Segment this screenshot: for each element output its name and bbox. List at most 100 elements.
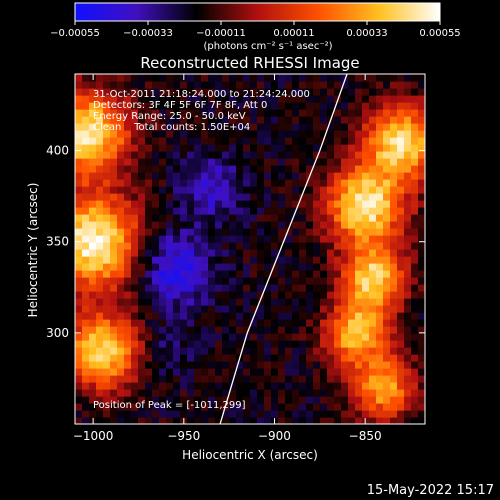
heatmap-cell: [138, 179, 146, 187]
heatmap-cell: [369, 347, 377, 355]
heatmap-cell: [166, 333, 174, 341]
heatmap-cell: [138, 347, 146, 355]
heatmap-cell: [152, 144, 160, 152]
heatmap-cell: [306, 270, 314, 278]
heatmap-cell: [110, 263, 118, 271]
heatmap-cell: [341, 403, 349, 411]
heatmap-cell: [327, 347, 335, 355]
heatmap-cell: [75, 298, 83, 306]
heatmap-cell: [243, 410, 251, 418]
heatmap-cell: [369, 214, 377, 222]
heatmap-cell: [411, 186, 419, 194]
heatmap-cell: [117, 172, 125, 180]
heatmap-cell: [215, 249, 223, 257]
heatmap-cell: [418, 130, 425, 138]
heatmap-cell: [131, 298, 139, 306]
heatmap-cell: [82, 200, 90, 208]
heatmap-cell: [145, 382, 153, 390]
heatmap-cell: [264, 137, 272, 145]
heatmap-cell: [187, 249, 195, 257]
heatmap-cell: [201, 242, 209, 250]
heatmap-cell: [306, 312, 314, 320]
heatmap-cell: [334, 158, 342, 166]
heatmap-cell: [229, 326, 237, 334]
heatmap-cell: [243, 368, 251, 376]
heatmap-cell: [306, 228, 314, 236]
heatmap-cell: [285, 130, 293, 138]
heatmap-cell: [418, 200, 425, 208]
heatmap-cell: [348, 312, 356, 320]
heatmap-cell: [229, 137, 237, 145]
heatmap-cell: [278, 235, 286, 243]
x-tick-label: −1000: [73, 429, 114, 443]
heatmap-cell: [376, 347, 384, 355]
heatmap-cell: [348, 326, 356, 334]
heatmap-cell: [411, 319, 419, 327]
heatmap-cell: [208, 354, 216, 362]
heatmap-cell: [334, 193, 342, 201]
heatmap-cell: [299, 200, 307, 208]
heatmap-cell: [131, 256, 139, 264]
heatmap-cell: [152, 410, 160, 418]
heatmap-cell: [327, 200, 335, 208]
heatmap-cell: [376, 200, 384, 208]
heatmap-cell: [264, 333, 272, 341]
heatmap-cell: [166, 109, 174, 117]
heatmap-cell: [131, 137, 139, 145]
heatmap-cell: [285, 102, 293, 110]
heatmap-cell: [187, 312, 195, 320]
heatmap-cell: [278, 354, 286, 362]
heatmap-cell: [313, 193, 321, 201]
heatmap-cell: [334, 130, 342, 138]
heatmap-cell: [82, 221, 90, 229]
heatmap-cell: [89, 375, 97, 383]
heatmap-cell: [152, 228, 160, 236]
heatmap-cell: [257, 375, 265, 383]
heatmap-cell: [208, 123, 216, 131]
heatmap-cell: [257, 298, 265, 306]
heatmap-cell: [278, 207, 286, 215]
heatmap-cell: [201, 354, 209, 362]
heatmap-cell: [327, 361, 335, 369]
heatmap-cell: [320, 221, 328, 229]
heatmap-cell: [124, 116, 132, 124]
heatmap-cell: [250, 361, 258, 369]
heatmap-cell: [215, 186, 223, 194]
heatmap-cell: [124, 340, 132, 348]
heatmap-cell: [257, 158, 265, 166]
heatmap-cell: [285, 361, 293, 369]
heatmap-cell: [96, 270, 104, 278]
heatmap-cell: [229, 130, 237, 138]
heatmap-cell: [334, 116, 342, 124]
heatmap-cell: [355, 263, 363, 271]
colorbar-tick-label: −0.00055: [50, 28, 100, 39]
heatmap-cell: [180, 312, 188, 320]
heatmap-cell: [124, 130, 132, 138]
heatmap-cell: [236, 375, 244, 383]
heatmap-cell: [369, 249, 377, 257]
heatmap-cell: [96, 172, 104, 180]
heatmap-cell: [250, 305, 258, 313]
heatmap-cell: [285, 263, 293, 271]
annotation-energy-range: Energy Range: 25.0 - 50.0 keV: [93, 111, 246, 122]
heatmap-cell: [208, 326, 216, 334]
heatmap-cell: [383, 284, 391, 292]
heatmap-cell: [320, 340, 328, 348]
heatmap-cell: [180, 375, 188, 383]
heatmap-cell: [376, 130, 384, 138]
heatmap-cell: [96, 333, 104, 341]
heatmap-cell: [159, 221, 167, 229]
heatmap-cell: [159, 277, 167, 285]
heatmap-cell: [82, 137, 90, 145]
heatmap-cell: [348, 102, 356, 110]
heatmap-cell: [201, 361, 209, 369]
heatmap-cell: [201, 368, 209, 376]
heatmap-cell: [194, 368, 202, 376]
heatmap-cell: [334, 410, 342, 418]
heatmap-cell: [250, 81, 258, 89]
heatmap-cell: [320, 207, 328, 215]
heatmap-cell: [243, 81, 251, 89]
heatmap-cell: [341, 123, 349, 131]
heatmap-cell: [82, 403, 90, 411]
heatmap-cell: [215, 109, 223, 117]
